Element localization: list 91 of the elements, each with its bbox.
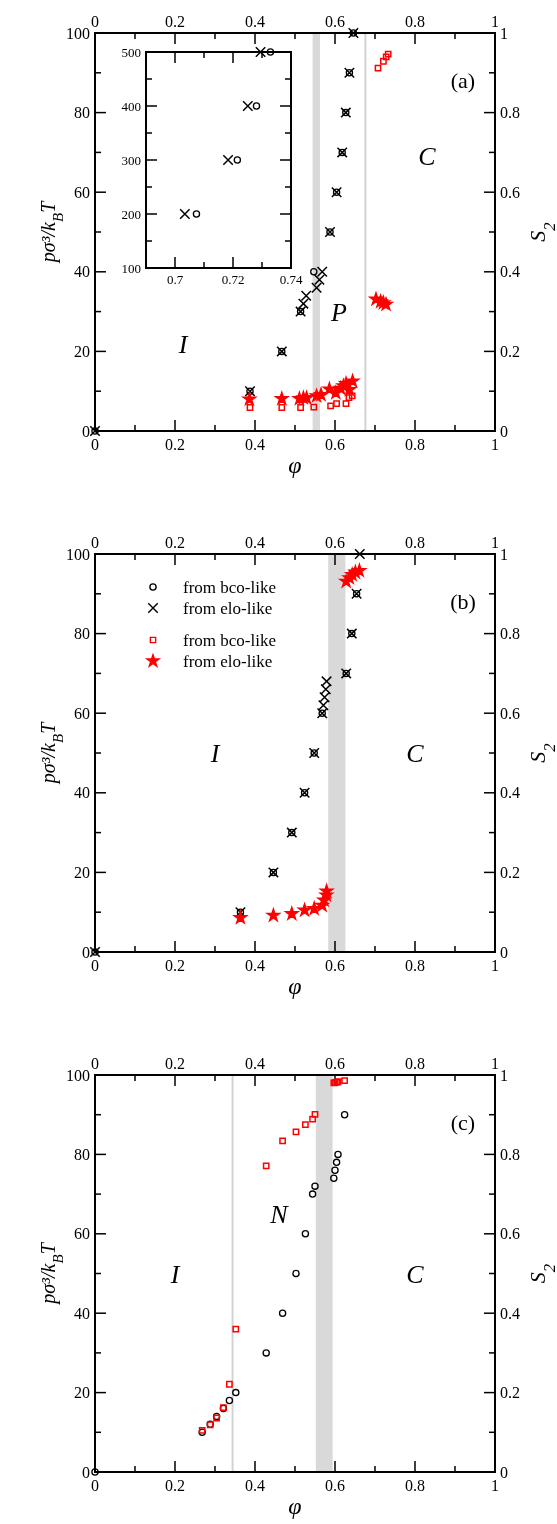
x2-tick-label: 1 <box>491 1477 499 1494</box>
y2-tick-label: 1 <box>500 24 508 42</box>
y-tick-label: 60 <box>74 704 90 722</box>
y2-tick-label: 0.6 <box>500 1225 520 1243</box>
x2-tick-label: 1 <box>491 957 499 974</box>
y-tick-label: 60 <box>74 183 90 201</box>
x-tick-label: 0.6 <box>325 13 345 30</box>
x-axis-title: φ <box>288 973 302 999</box>
y-tick-label: 400 <box>121 98 141 114</box>
y2-tick-label: 0 <box>500 422 508 440</box>
y2-tick-label: 0 <box>500 943 508 961</box>
annotation: C <box>406 1259 425 1289</box>
x-axis-title: φ <box>288 1493 302 1519</box>
x2-tick-label: 0.2 <box>165 1477 185 1494</box>
y2-tick-label: 0.4 <box>500 1304 520 1322</box>
x-tick-label: 0.4 <box>245 1055 265 1072</box>
legend-label: from bco-like <box>183 577 276 597</box>
x2-tick-label: 0.2 <box>165 436 185 453</box>
y-tick-label: 0 <box>82 1463 90 1481</box>
x-tick-label: 0.6 <box>325 534 345 551</box>
x-tick-label: 0.6 <box>325 1055 345 1072</box>
y-tick-label: 40 <box>74 1304 90 1322</box>
y-tick-label: 80 <box>74 1146 90 1163</box>
y2-tick-label: 0 <box>500 1463 508 1481</box>
y-tick-label: 0 <box>82 943 90 961</box>
y-tick-label: 100 <box>66 545 90 563</box>
x-tick-label: 0.4 <box>245 534 265 551</box>
legend-label: from elo-like <box>183 598 273 618</box>
y2-tick-label: 0.6 <box>500 704 520 722</box>
x-tick-label: 0.74 <box>279 272 303 287</box>
y-tick-label: 300 <box>121 152 141 168</box>
x2-tick-label: 0.6 <box>325 436 345 453</box>
y-tick-label: 100 <box>66 24 90 42</box>
y-tick-label: 100 <box>66 1066 90 1084</box>
x-tick-label: 1 <box>491 1055 499 1072</box>
annotation: N <box>269 1200 290 1230</box>
annotation: C <box>406 739 425 769</box>
y2-tick-label: 0.6 <box>500 183 520 201</box>
x-tick-label: 0.4 <box>245 13 265 30</box>
y-tick-label: 40 <box>74 263 90 281</box>
y2-tick-label: 0.4 <box>500 784 520 802</box>
y-tick-label: 40 <box>74 784 90 802</box>
x2-tick-label: 0.4 <box>245 957 265 974</box>
x2-tick-label: 0.2 <box>165 957 185 974</box>
x-tick-label: 0.2 <box>165 1055 185 1072</box>
y2-tick-label: 0.8 <box>500 1146 520 1163</box>
y-tick-label: 500 <box>121 44 141 60</box>
legend-label: from bco-like <box>183 630 276 650</box>
x-tick-label: 0.8 <box>405 1055 425 1072</box>
x-tick-label: 0.7 <box>166 272 184 287</box>
y2-tick-label: 0.2 <box>500 1384 520 1402</box>
annotation: (b) <box>450 589 476 615</box>
y-tick-label: 100 <box>121 260 141 276</box>
x2-tick-label: 0.8 <box>405 1477 425 1494</box>
y-tick-label: 20 <box>74 864 90 881</box>
y2-tick-label: 1 <box>500 545 508 563</box>
y-tick-label: 80 <box>74 104 90 122</box>
y-tick-label: 200 <box>121 206 141 222</box>
annotation: C <box>418 142 437 172</box>
x-axis-title: φ <box>288 452 302 478</box>
x2-tick-label: 0.4 <box>245 1477 265 1494</box>
x-tick-label: 0.2 <box>165 534 185 551</box>
x-tick-label: 1 <box>491 13 499 30</box>
x2-tick-label: 1 <box>491 436 499 453</box>
y-tick-label: 60 <box>74 1225 90 1243</box>
x2-tick-label: 0.8 <box>405 436 425 453</box>
y-tick-label: 20 <box>74 1384 90 1402</box>
x-tick-label: 0.2 <box>165 13 185 30</box>
x-tick-label: 1 <box>491 534 499 551</box>
y-tick-label: 0 <box>82 422 90 440</box>
x-tick-label: 0.72 <box>221 272 245 287</box>
legend-label: from elo-like <box>183 651 273 671</box>
y2-tick-label: 0.8 <box>500 104 520 122</box>
y2-tick-label: 0.2 <box>500 864 520 881</box>
x-tick-label: 0.8 <box>405 534 425 551</box>
y2-tick-label: 1 <box>500 1066 508 1084</box>
y2-tick-label: 0.8 <box>500 625 520 643</box>
annotation: (a) <box>450 68 476 94</box>
annotation: I <box>169 1259 181 1289</box>
annotation: (c) <box>450 1110 476 1136</box>
annotation: I <box>177 329 189 359</box>
y-tick-label: 20 <box>74 343 90 360</box>
y2-tick-label: 0.2 <box>500 343 520 360</box>
x2-tick-label: 0.6 <box>325 957 345 974</box>
x2-tick-label: 0.8 <box>405 957 425 974</box>
x2-tick-label: 0.4 <box>245 436 265 453</box>
x2-tick-label: 0.6 <box>325 1477 345 1494</box>
annotation: P <box>330 297 348 327</box>
x-tick-label: 0.8 <box>405 13 425 30</box>
y-tick-label: 80 <box>74 625 90 643</box>
annotation: I <box>209 739 221 769</box>
